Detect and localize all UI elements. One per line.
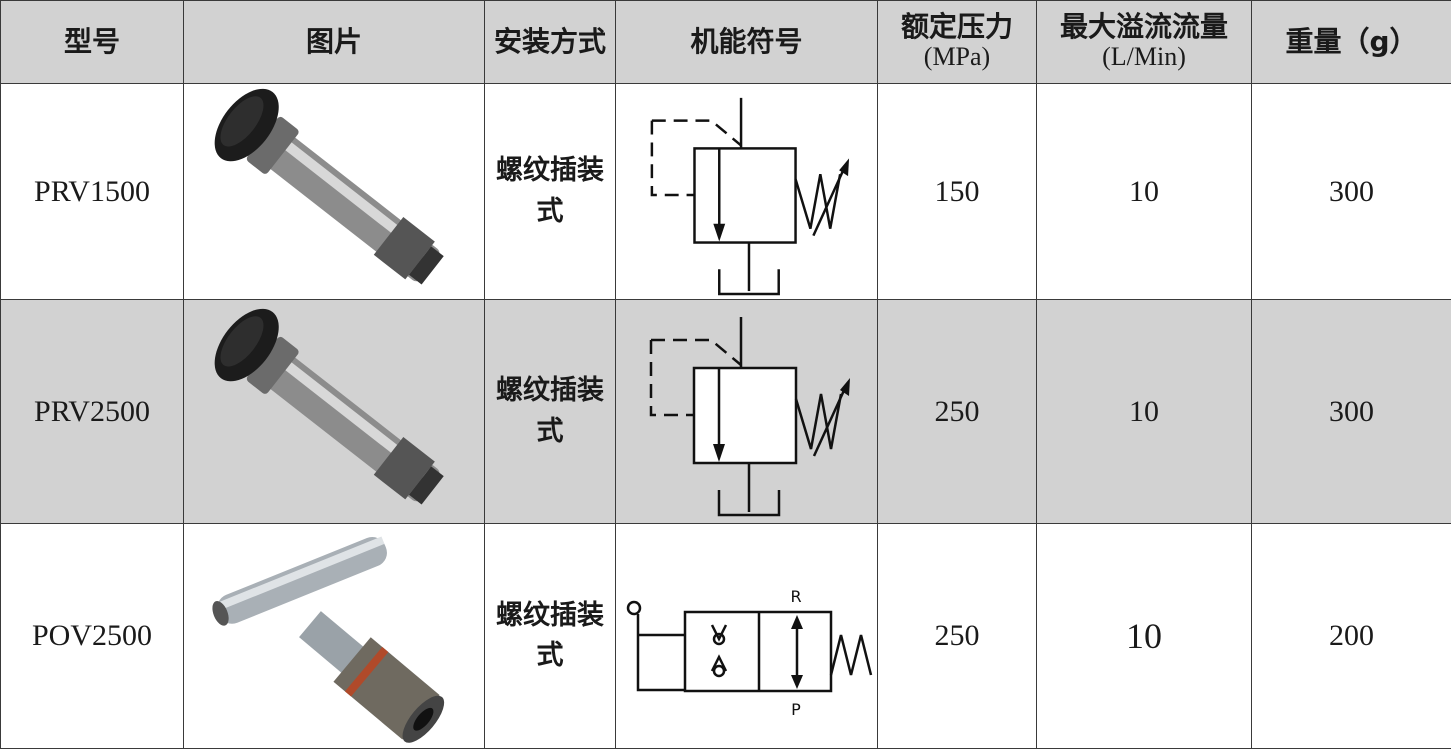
header-text: 机能符号 — [690, 24, 803, 58]
valve-photo — [214, 88, 444, 285]
relief-valve-symbol — [650, 97, 850, 295]
header-row: 型号 图片 安装方式 机能符号 额定压力 (MPa) 最大溢流流量 (L/Min) … — [0, 0, 1451, 84]
photo-cell — [183, 299, 485, 524]
valve-photo — [214, 308, 444, 505]
row: PRV2500 螺纹插装式 250 10 300 — [0, 299, 1451, 524]
header-cell: 重量（g） — [1251, 0, 1451, 84]
symbol-cell — [615, 299, 878, 524]
header-text: 额定压力 — [900, 10, 1013, 44]
photo-cell — [183, 523, 485, 749]
row: PRV1500 螺纹插装式 150 10 300 — [0, 83, 1451, 300]
header-cell: 安装方式 — [484, 0, 616, 84]
header-cell: 最大溢流流量 (L/Min) — [1036, 0, 1252, 84]
pressure: 250 — [877, 299, 1037, 524]
header-cell: 图片 — [183, 0, 485, 84]
header-unit: (L/Min) — [1102, 42, 1186, 72]
header-cell: 型号 — [0, 0, 184, 84]
check-valve-symbol: R P — [626, 587, 873, 719]
header-cell: 额定压力 (MPa) — [877, 0, 1037, 84]
valve-photo — [212, 536, 445, 743]
model: PRV1500 — [0, 83, 184, 300]
port-label: P — [791, 700, 801, 719]
mounting: 螺纹插装式 — [484, 523, 616, 749]
header-cell: 机能符号 — [615, 0, 878, 84]
mounting: 螺纹插装式 — [484, 299, 616, 524]
header-text: 安装方式 — [493, 24, 606, 58]
mounting: 螺纹插装式 — [484, 83, 616, 300]
pressure: 150 — [877, 83, 1037, 300]
port-label: R — [790, 587, 801, 606]
weight: 200 — [1251, 523, 1451, 749]
pressure: 250 — [877, 523, 1037, 749]
header-unit: (MPa) — [923, 42, 991, 72]
model: PRV2500 — [0, 299, 184, 524]
flow: 10 — [1036, 523, 1252, 749]
weight: 300 — [1251, 299, 1451, 524]
flow: 10 — [1036, 83, 1252, 300]
header-text: 图片 — [305, 24, 362, 58]
header-text: 型号 — [63, 24, 120, 58]
symbol-cell — [615, 83, 878, 300]
symbol-cell: R P — [615, 523, 878, 749]
relief-valve-symbol — [649, 316, 850, 516]
flow: 10 — [1036, 299, 1252, 524]
header-text: 最大溢流流量 — [1059, 10, 1228, 44]
photo-cell — [183, 83, 485, 300]
weight: 300 — [1251, 83, 1451, 300]
header-text: 重量（g） — [1285, 24, 1418, 58]
row: POV2500 螺纹插装式 R P 250 10 200 — [0, 523, 1451, 749]
model: POV2500 — [0, 523, 184, 749]
